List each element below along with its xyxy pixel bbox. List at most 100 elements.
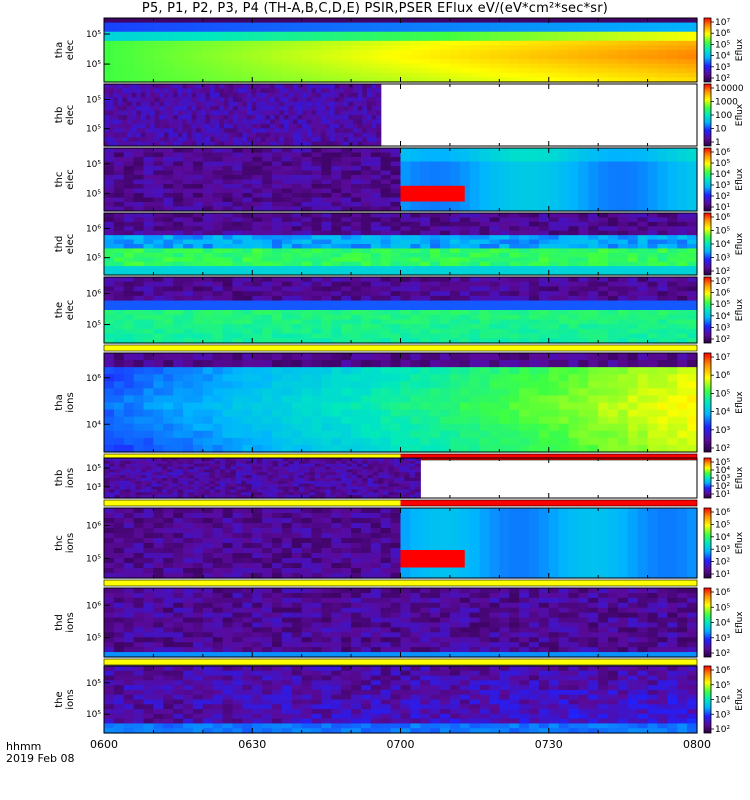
quality-flag-bar (103, 579, 698, 587)
y-tick-label: 10³ (86, 483, 101, 493)
time-axis-label: hhmm (6, 740, 42, 753)
colorbar-tick-label: 100 (715, 111, 732, 121)
colorbar-tick-label: 10⁵ (715, 159, 730, 169)
colorbar (703, 276, 712, 344)
colorbar-tick-label: 10⁵ (715, 603, 730, 613)
colorbar-tick-label: 10³ (715, 323, 730, 333)
panel-name-line: elec (65, 169, 76, 190)
colorbar-tick-label: 10⁴ (715, 533, 730, 543)
colorbar-tick-label: 10⁵ (715, 389, 730, 399)
y-tick-label: 10⁵ (86, 710, 101, 720)
colorbar-tick-label: 1000 (715, 98, 738, 108)
heatmap-cells (104, 588, 698, 658)
colorbar-label: Eflux (735, 391, 745, 414)
panel-name-line: elec (65, 105, 76, 126)
heatmap-cells (104, 213, 698, 276)
colorbar-tick-label: 10000 (715, 84, 744, 94)
y-tick-label: 10⁵ (86, 679, 101, 689)
heatmap-cells (104, 277, 698, 344)
colorbar-label: Eflux (735, 531, 745, 554)
heatmap-cells (104, 84, 382, 147)
heatmap-cells (104, 666, 698, 734)
colorbar-tick-label: 10² (715, 482, 730, 492)
y-tick-label: 10⁵ (86, 634, 101, 644)
panel-name-line: ions (65, 689, 76, 709)
colorbar-tick-label: 10³ (715, 426, 730, 436)
colorbar-tick-label: 10² (715, 649, 730, 659)
y-tick-label: 10⁵ (86, 254, 101, 264)
y-tick-label: 10⁶ (86, 290, 101, 300)
quality-flag-bar (103, 499, 698, 507)
colorbar-label: Eflux (735, 688, 745, 711)
colorbar (703, 212, 712, 276)
y-tick-label: 10⁵ (86, 30, 101, 40)
colorbar-tick-label: 10⁶ (715, 148, 730, 158)
colorbar-tick-label: 10⁶ (715, 666, 730, 676)
colorbar (703, 665, 712, 734)
panel-the-ions: 10⁵ 10⁵ the ions 10⁶ 10⁵ 10⁴ 10³ 10² Eflux (54, 665, 745, 735)
colorbar (703, 587, 712, 658)
colorbar-label: Eflux (735, 38, 745, 61)
colorbar-tick-label: 10³ (715, 254, 730, 264)
panel-name-line: ions (65, 392, 76, 412)
colorbar-tick-label: 10¹ (715, 203, 730, 213)
panel-name-line: tha (54, 394, 65, 410)
colorbar-tick-label: 10³ (715, 63, 730, 73)
colorbar-label: Eflux (735, 103, 745, 126)
colorbar-tick-label: 10⁴ (715, 619, 730, 629)
colorbar-tick-label: 10² (715, 725, 730, 735)
panel-name-line: elec (65, 300, 76, 321)
colorbar-tick-label: 10⁵ (715, 300, 730, 310)
colorbar-tick-label: 10⁴ (715, 52, 730, 62)
colorbar-tick-label: 10⁴ (715, 312, 730, 322)
colorbar-tick-label: 10⁷ (715, 353, 730, 363)
y-tick-label: 10⁶ (86, 374, 101, 384)
x-tick-label: 0700 (387, 738, 415, 751)
colorbar-tick-label: 10 (715, 125, 727, 135)
quality-flag-bar (103, 344, 698, 352)
heatmap-cells (104, 458, 421, 499)
heatmap-cells (104, 148, 698, 212)
x-tick-label: 0800 (683, 738, 711, 751)
colorbar-tick-label: 10³ (715, 710, 730, 720)
colorbar-tick-label: 10⁶ (715, 371, 730, 381)
y-tick-label: 10⁵ (86, 321, 101, 331)
panel-name-line: ions (65, 468, 76, 488)
panel-thd-ions: 10⁶ 10⁵ thd ions 10⁶ 10⁵ 10⁴ 10³ 10² Eflux (54, 587, 745, 666)
panel-name-line: the (54, 691, 65, 707)
y-tick-label: 10⁵ (86, 160, 101, 170)
colorbar-label: Eflux (735, 298, 745, 321)
panel-name-line: thb (54, 470, 65, 487)
heatmap-cells (104, 353, 698, 453)
panel-name-line: elec (65, 234, 76, 255)
colorbar-tick-label: 10³ (715, 545, 730, 555)
colorbar-tick-label: 10² (715, 267, 730, 277)
panel-thb-elec: 10⁵ 10⁵ thb elec 10000 1000 100 10 1 Eflux (54, 83, 745, 148)
panel-name-line: elec (65, 40, 76, 61)
colorbar-tick-label: 10⁵ (715, 681, 730, 691)
colorbar-tick-label: 10³ (715, 181, 730, 191)
panel-name-line: thd (54, 236, 65, 253)
colorbar-tick-label: 10¹ (715, 570, 730, 580)
colorbar-tick-label: 10² (715, 444, 730, 454)
colorbar-tick-label: 10⁶ (715, 213, 730, 223)
colorbar-label: Eflux (735, 232, 745, 255)
colorbar (703, 352, 712, 453)
colorbar-tick-label: 10⁴ (715, 466, 730, 476)
y-tick-label: 10⁶ (86, 601, 101, 611)
x-tick-label: 0730 (535, 738, 563, 751)
x-tick-label: 0600 (90, 738, 118, 751)
colorbar-tick-label: 10⁶ (715, 508, 730, 518)
y-tick-label: 10⁵ (86, 60, 101, 70)
y-tick-label: 10⁶ (86, 225, 101, 235)
colorbar-tick-label: 10⁴ (715, 408, 730, 418)
panel-thc-ions: 10⁶ 10⁵ thc ions 10⁶ 10⁵ 10⁴ 10³ 10² 10¹ Eflux (54, 507, 745, 587)
chart-title: P5, P1, P2, P3, P4 (TH-A,B,C,D,E) PSIR,P… (141, 1, 609, 16)
colorbar-label: Eflux (735, 611, 745, 634)
colorbar-tick-label: 10⁵ (715, 520, 730, 530)
colorbar-tick-label: 10⁷ (715, 18, 730, 28)
panel-tha-ions: 10⁶ 10⁴ tha ions 10⁷ 10⁶ 10⁵ 10⁴ 10³ 10² Eflux (54, 352, 745, 461)
